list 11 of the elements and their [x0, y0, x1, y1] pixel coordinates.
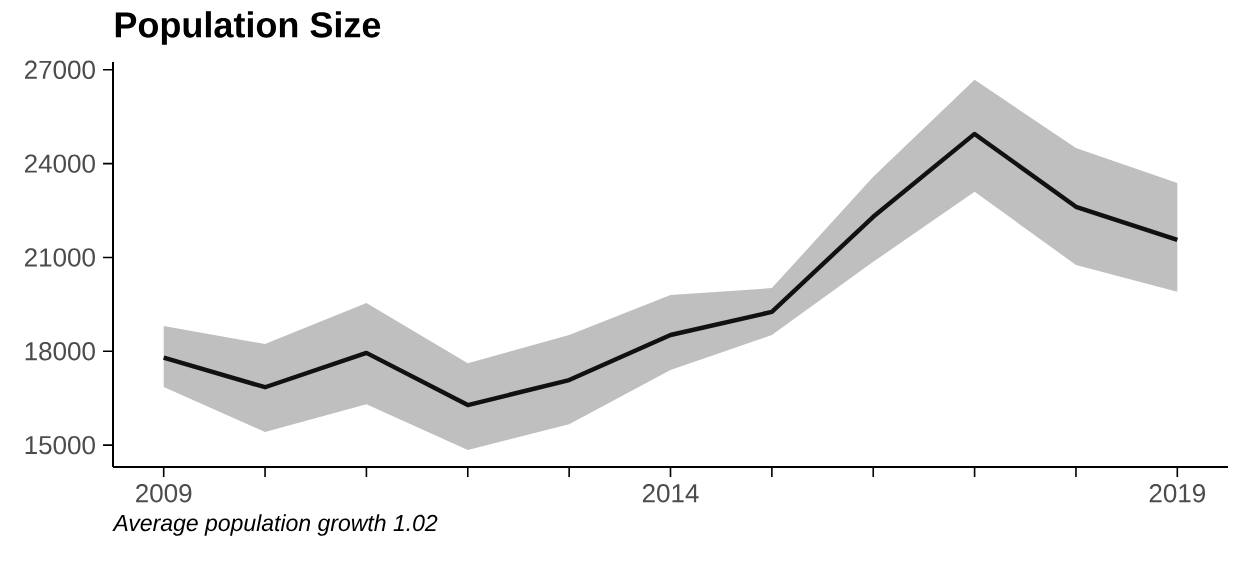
y-tick-label: 21000	[24, 248, 95, 267]
y-tick-label: 15000	[25, 435, 95, 455]
y-tick-label: 18000	[25, 342, 95, 361]
x-tick-label: 2009	[136, 484, 192, 503]
x-tick-label: 2019	[1149, 484, 1205, 503]
line-series	[161, 131, 1180, 408]
text: Average population growth 1.02	[112, 514, 438, 536]
y-tick-label: 24000	[24, 154, 95, 173]
y-tick-label: 27000	[24, 60, 95, 80]
x-tick-label: 2014	[642, 484, 699, 503]
chart-title: Population Size	[115, 11, 381, 45]
